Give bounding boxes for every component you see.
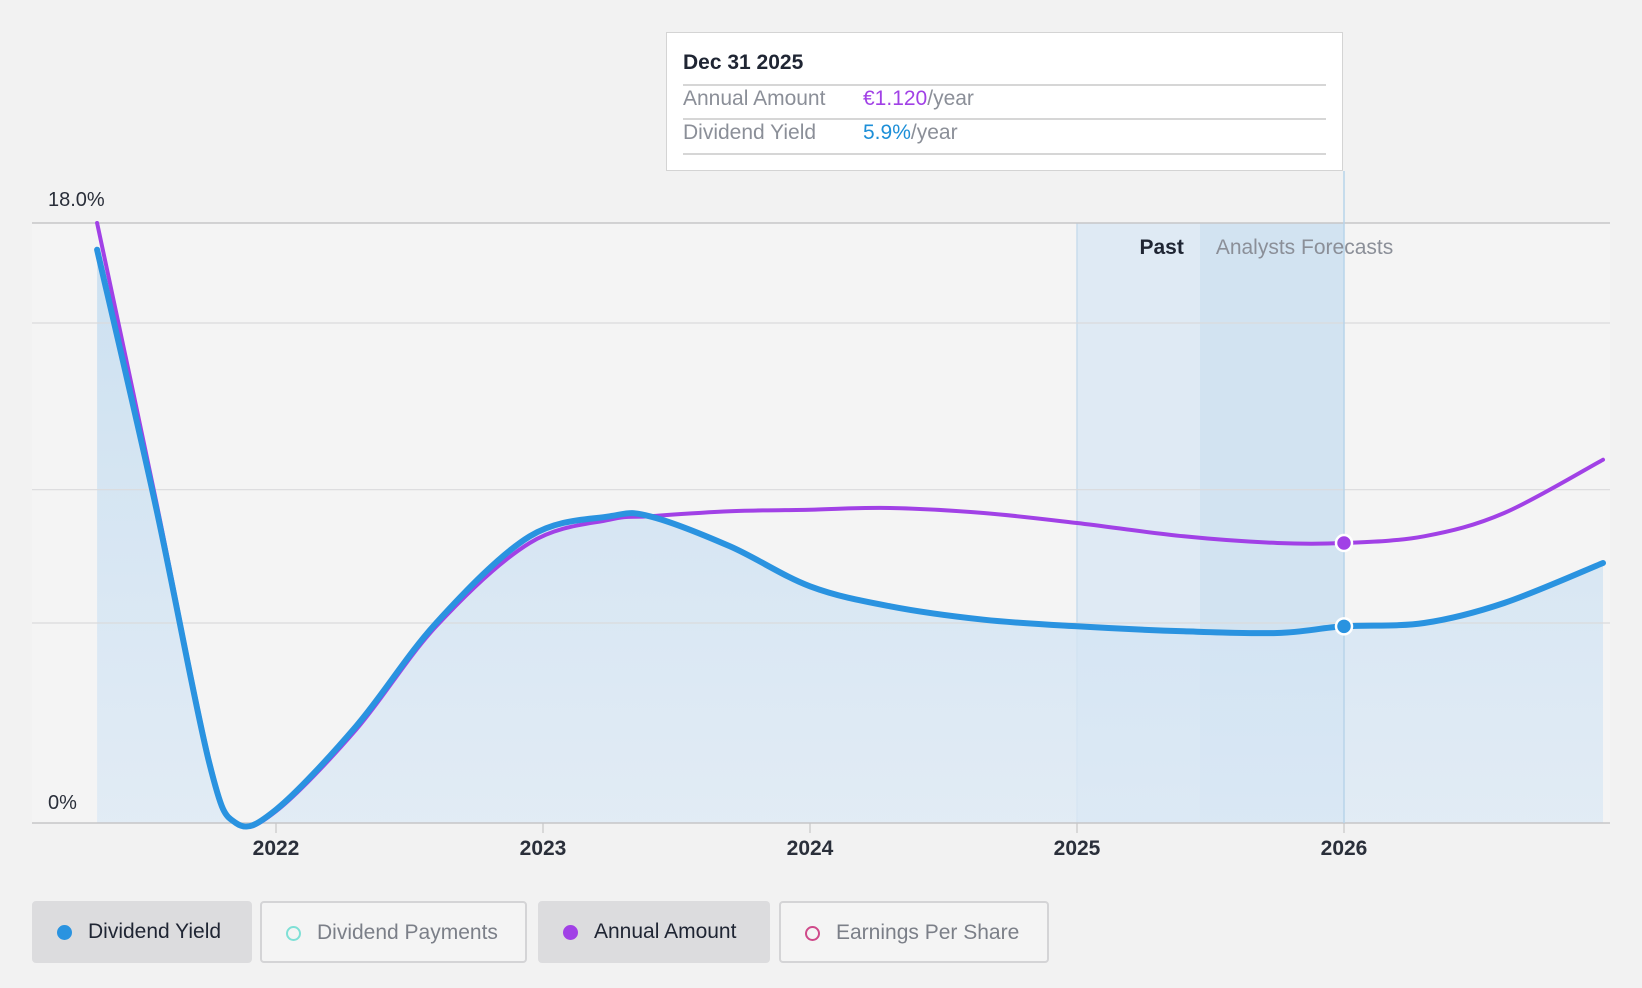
x-tick-label: 2025 [1054,837,1101,860]
legend-earnings-per-share[interactable]: Earnings Per Share [779,901,1049,963]
filled-circle-icon [57,925,72,940]
tooltip-amount-value: €1.120 [863,87,928,110]
legend-label: Dividend Payments [317,921,498,944]
highlight-point[interactable] [1334,617,1354,636]
tooltip-unit: /year [927,87,974,110]
tooltip-value: 5.9%/year [863,121,958,145]
x-tick-label: 2022 [253,837,300,860]
y-tick-label: 0% [48,792,77,814]
tooltip-label: Annual Amount [683,87,826,110]
hollow-circle-icon [805,926,820,941]
tooltip-unit: /year [910,121,958,144]
tooltip-yield-value: 5.9% [863,121,911,144]
forecast-label: Analysts Forecasts [1216,236,1393,259]
tooltip-label: Dividend Yield [683,121,817,144]
dividend-yield-area [97,249,1604,827]
past-label: Past [1139,236,1183,259]
legend-label: Earnings Per Share [836,921,1020,944]
x-tick-label: 2026 [1321,837,1368,860]
legend-dividend-payments[interactable]: Dividend Payments [260,901,527,963]
legend-label: Annual Amount [594,920,737,943]
tooltip-date: Dec 31 2025 [683,51,804,74]
tooltip-divider [683,84,1326,86]
hollow-circle-icon [286,926,301,941]
tooltip-divider [683,118,1326,120]
tooltip-value: €1.120/year [863,87,974,111]
legend-dividend-yield[interactable]: Dividend Yield [32,901,252,963]
x-tick-label: 2024 [787,837,834,860]
x-tick-label: 2023 [520,837,567,860]
y-tick-label: 18.0% [48,189,105,211]
highlight-point[interactable] [1334,533,1354,553]
legend-label: Dividend Yield [88,920,222,943]
tooltip-row-annual-amount: Annual Amount €1.120/year [683,87,1326,117]
tooltip-divider [683,153,1326,155]
filled-circle-icon [563,925,578,940]
legend-annual-amount[interactable]: Annual Amount [538,901,770,963]
series-line-dividend-yield [94,246,1606,830]
tooltip-row-dividend-yield: Dividend Yield 5.9%/year [683,121,1326,151]
chart-tooltip: Dec 31 2025 Annual Amount €1.120/year Di… [666,32,1343,171]
